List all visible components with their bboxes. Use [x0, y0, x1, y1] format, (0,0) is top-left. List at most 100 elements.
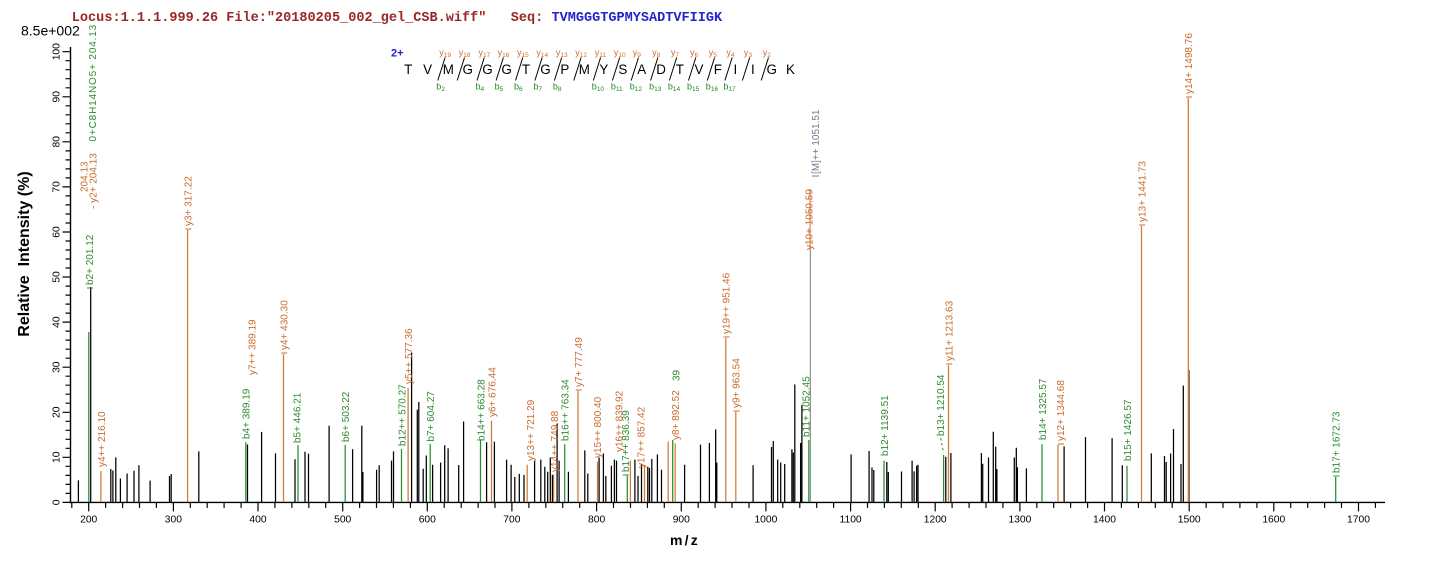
svg-text:b5: b5: [495, 82, 504, 94]
svg-text:[M]++ 1051.51: [M]++ 1051.51: [811, 109, 822, 174]
svg-text:500: 500: [334, 515, 351, 526]
svg-text:A: A: [637, 62, 646, 77]
svg-text:b15: b15: [687, 82, 700, 94]
svg-text:- y2+ 204.13: - y2+ 204.13: [88, 153, 99, 209]
svg-text:b5+ 446.21: b5+ 446.21: [292, 392, 303, 443]
svg-text:200: 200: [80, 515, 97, 526]
svg-text:b4+ 389.19: b4+ 389.19: [242, 388, 253, 439]
svg-text:y10+ 1050.59: y10+ 1050.59: [805, 189, 816, 250]
svg-text:900: 900: [673, 515, 690, 526]
svg-text:8.5e+002: 8.5e+002: [21, 23, 80, 39]
svg-text:y3: y3: [744, 48, 753, 60]
svg-text:y17: y17: [479, 48, 491, 60]
svg-text:G: G: [766, 62, 776, 77]
svg-text:y9: y9: [633, 48, 642, 60]
svg-text:b14++ 663.28: b14++ 663.28: [476, 379, 487, 441]
svg-text:b17: b17: [723, 82, 736, 94]
svg-text:0: 0: [52, 499, 63, 505]
svg-text:y14: y14: [536, 48, 548, 60]
svg-text:y8+ 892.52: y8+ 892.52: [671, 390, 682, 440]
svg-text:1000: 1000: [754, 515, 777, 526]
svg-text:y5: y5: [709, 48, 718, 60]
svg-text:b16++ 763.34: b16++ 763.34: [561, 379, 572, 441]
svg-text:70: 70: [52, 181, 63, 193]
svg-text:b6: b6: [514, 82, 523, 94]
svg-text:b12: b12: [630, 82, 643, 94]
svg-text:y16++ 839.92: y16++ 839.92: [615, 390, 626, 452]
svg-text:1500: 1500: [1178, 515, 1201, 526]
svg-text:b7: b7: [533, 82, 542, 94]
svg-text:y13++ 721.29: y13++ 721.29: [526, 399, 537, 461]
svg-text:b13+ 1210.54: b13+ 1210.54: [936, 374, 947, 436]
svg-text:m/z: m/z: [670, 532, 700, 548]
svg-text:y6+ 676.44: y6+ 676.44: [487, 367, 498, 417]
svg-text:1400: 1400: [1093, 515, 1116, 526]
svg-text:y14++ 749.88: y14++ 749.88: [550, 410, 561, 472]
svg-text:F: F: [714, 62, 722, 77]
svg-text:50: 50: [52, 271, 63, 283]
svg-text:b6+ 503.22: b6+ 503.22: [341, 391, 352, 442]
svg-text:b14: b14: [668, 82, 681, 94]
svg-text:b10: b10: [592, 82, 605, 94]
svg-text:y11: y11: [595, 48, 607, 60]
svg-text:100: 100: [52, 43, 63, 60]
svg-text:P: P: [560, 62, 569, 77]
svg-text:40: 40: [52, 316, 63, 328]
svg-text:y14+ 1498.76: y14+ 1498.76: [1184, 33, 1195, 94]
svg-text:b17+ 1672.73: b17+ 1672.73: [1332, 411, 1343, 473]
svg-text:G: G: [462, 62, 472, 77]
svg-text:T: T: [676, 62, 684, 77]
svg-text:V: V: [423, 62, 432, 77]
svg-text:y12: y12: [575, 48, 587, 60]
svg-text:1700: 1700: [1347, 515, 1370, 526]
svg-text:b12+ 1139.51: b12+ 1139.51: [880, 395, 891, 456]
svg-text:b11+ 1052.45: b11+ 1052.45: [802, 376, 813, 437]
svg-text:y15: y15: [517, 48, 529, 60]
svg-text:Y: Y: [599, 62, 608, 77]
svg-text:y16: y16: [498, 48, 510, 60]
svg-text:10: 10: [52, 451, 63, 463]
svg-text:b17++ 836.39: b17++ 836.39: [621, 410, 632, 472]
svg-text:y6: y6: [690, 48, 699, 60]
svg-text:y12+ 1344.68: y12+ 1344.68: [1056, 380, 1067, 441]
svg-text:K: K: [786, 62, 795, 77]
svg-text:204.13: 204.13: [80, 161, 91, 192]
svg-text:G: G: [540, 62, 550, 77]
svg-text:M: M: [579, 62, 590, 77]
svg-text:1200: 1200: [924, 515, 947, 526]
svg-text:y17++ 857.42: y17++ 857.42: [636, 406, 647, 468]
svg-text:M: M: [443, 62, 454, 77]
svg-text:b2+ 201.12: b2+ 201.12: [85, 234, 96, 285]
svg-text:G: G: [482, 62, 492, 77]
svg-text:y18: y18: [459, 48, 471, 60]
svg-text:39: 39: [672, 369, 683, 381]
svg-text:2+: 2+: [391, 48, 404, 60]
svg-text:y7: y7: [671, 48, 680, 60]
svg-text:y7+ 777.49: y7+ 777.49: [574, 337, 585, 387]
svg-text:b14+ 1325.57: b14+ 1325.57: [1038, 378, 1049, 440]
svg-text:y4: y4: [726, 48, 735, 60]
svg-text:b2: b2: [436, 82, 445, 94]
svg-text:Relative Intensity (%): Relative Intensity (%): [16, 171, 33, 336]
svg-text:1600: 1600: [1262, 515, 1285, 526]
svg-text:T: T: [404, 62, 412, 77]
svg-text:300: 300: [165, 515, 182, 526]
svg-text:T: T: [522, 62, 530, 77]
svg-text:0+C8H14NO5+ 204.13: 0+C8H14NO5+ 204.13: [88, 24, 99, 142]
svg-text:80: 80: [52, 136, 63, 148]
svg-text:y8: y8: [652, 48, 661, 60]
svg-text:y19++ 951.46: y19++ 951.46: [722, 272, 733, 334]
svg-text:y7++ 389.19: y7++ 389.19: [247, 319, 258, 375]
svg-text:D: D: [656, 62, 666, 77]
svg-text:90: 90: [52, 91, 63, 103]
svg-text:y15++ 800.40: y15++ 800.40: [593, 396, 604, 458]
svg-text:y4+ 430.30: y4+ 430.30: [279, 300, 290, 350]
svg-text:1300: 1300: [1008, 515, 1031, 526]
svg-text:y13: y13: [556, 48, 568, 60]
svg-text:b16: b16: [706, 82, 719, 94]
svg-text:b11: b11: [611, 82, 623, 94]
svg-text:600: 600: [419, 515, 436, 526]
svg-text:y11+ 1213.63: y11+ 1213.63: [944, 300, 955, 361]
svg-text:b13: b13: [649, 82, 662, 94]
svg-text:G: G: [501, 62, 511, 77]
